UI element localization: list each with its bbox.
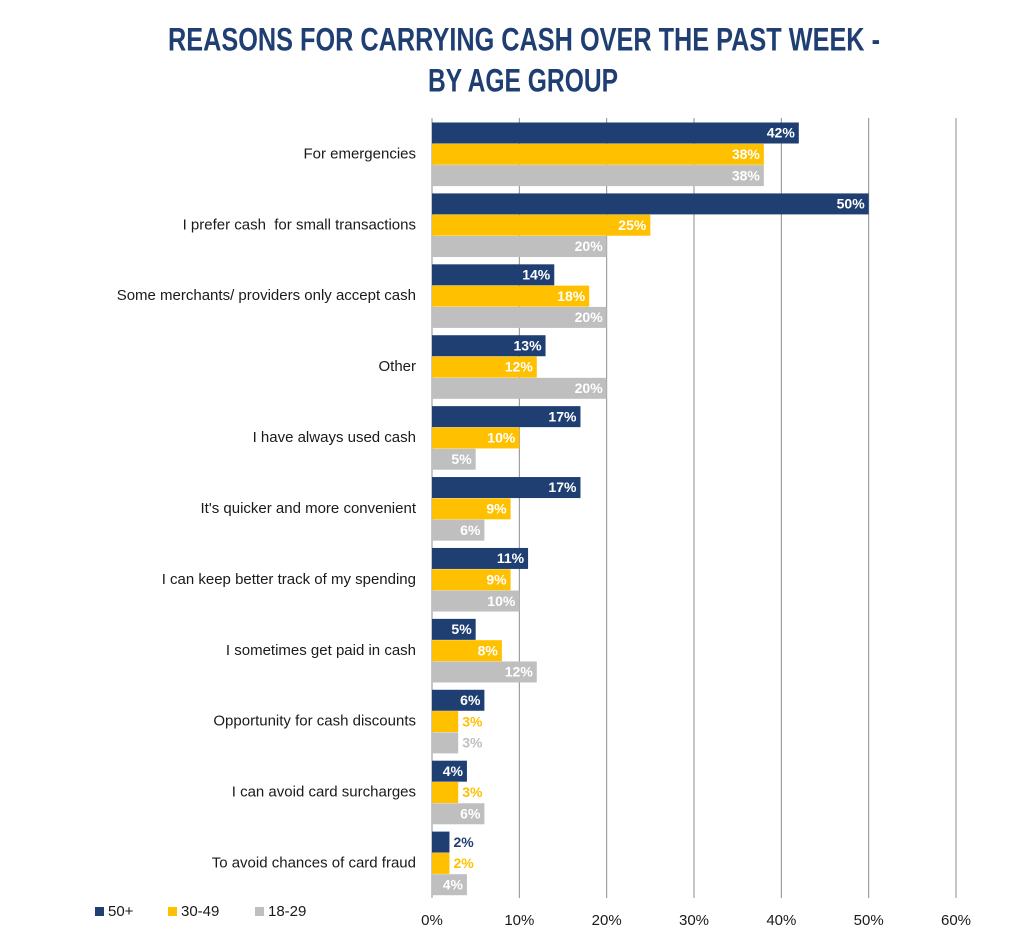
data-label: 6%	[460, 522, 481, 538]
data-label: 9%	[486, 501, 507, 517]
x-tick-label: 0%	[421, 912, 443, 929]
bar	[432, 306, 607, 328]
bar	[432, 236, 607, 258]
bar	[432, 732, 459, 754]
data-label: 5%	[451, 621, 472, 637]
data-label: 4%	[443, 763, 464, 779]
data-label: 12%	[505, 664, 534, 680]
bar	[432, 618, 476, 640]
data-label: 9%	[486, 571, 507, 587]
y-tick-label: I can avoid card surcharges	[232, 784, 416, 801]
y-tick-label: I have always used cash	[253, 429, 416, 446]
x-tick-label: 10%	[504, 912, 534, 929]
data-label: 17%	[548, 479, 577, 495]
bar	[432, 689, 485, 711]
y-tick-label: Opportunity for cash discounts	[213, 713, 416, 730]
bar	[432, 803, 485, 825]
bar	[432, 122, 799, 144]
data-label: 38%	[732, 146, 761, 162]
data-label: 25%	[618, 217, 647, 233]
bar	[432, 640, 502, 662]
data-label: 2%	[453, 855, 474, 871]
data-label: 11%	[497, 550, 525, 566]
data-label: 6%	[460, 692, 481, 708]
bar	[432, 547, 529, 569]
y-tick-label: I prefer cash for small transactions	[183, 216, 416, 233]
data-label: 8%	[478, 642, 499, 658]
bar	[432, 590, 520, 612]
bar	[432, 477, 581, 499]
y-tick-label: I sometimes get paid in cash	[226, 642, 416, 659]
y-tick-label: It's quicker and more convenient	[201, 500, 417, 517]
data-label: 2%	[453, 834, 474, 850]
data-label: 3%	[462, 713, 483, 729]
x-tick-label: 20%	[592, 912, 622, 929]
x-tick-label: 50%	[854, 912, 884, 929]
y-tick-label: Other	[378, 358, 416, 375]
chart-title: BY AGE GROUP	[428, 62, 618, 98]
data-label: 20%	[575, 309, 604, 325]
bar	[432, 852, 450, 874]
y-tick-label: To avoid chances of card fraud	[212, 855, 416, 872]
bar	[432, 143, 764, 165]
bar	[432, 335, 546, 357]
data-label: 6%	[460, 805, 481, 821]
data-label: 17%	[548, 408, 577, 424]
x-tick-label: 30%	[679, 912, 709, 929]
data-label: 50%	[837, 196, 866, 212]
bar	[432, 874, 467, 896]
data-label: 5%	[451, 451, 472, 467]
bar	[432, 356, 537, 378]
data-label: 10%	[487, 430, 516, 446]
legend-swatch	[255, 907, 264, 916]
bar	[432, 427, 520, 449]
y-tick-label: For emergencies	[303, 145, 416, 162]
y-tick-label: I can keep better track of my spending	[162, 571, 416, 588]
x-tick-label: 40%	[766, 912, 796, 929]
data-label: 38%	[732, 167, 761, 183]
data-label: 4%	[443, 876, 464, 892]
bar	[432, 285, 590, 307]
bar	[432, 498, 511, 520]
data-label: 10%	[487, 593, 516, 609]
bar	[432, 264, 555, 286]
bar	[432, 377, 607, 399]
data-label: 14%	[522, 267, 551, 283]
legend-label: 30-49	[181, 903, 219, 920]
data-label: 20%	[575, 380, 604, 396]
bar	[432, 406, 581, 428]
bar	[432, 661, 537, 683]
legend-swatch	[95, 907, 104, 916]
data-label: 13%	[514, 337, 543, 353]
bar	[432, 519, 485, 541]
legend-label: 50+	[108, 903, 134, 920]
y-tick-label: Some merchants/ providers only accept ca…	[117, 287, 416, 304]
data-label: 20%	[575, 238, 604, 254]
bar	[432, 448, 476, 470]
bar	[432, 711, 459, 733]
bar	[432, 165, 764, 187]
legend-swatch	[168, 907, 177, 916]
bar	[432, 193, 869, 215]
data-label: 18%	[557, 288, 586, 304]
chart-title: REASONS FOR CARRYING CASH OVER THE PAST …	[168, 21, 880, 57]
data-label: 3%	[462, 784, 483, 800]
x-tick-label: 60%	[941, 912, 971, 929]
bar	[432, 214, 651, 236]
data-label: 12%	[505, 359, 534, 375]
legend-label: 18-29	[268, 903, 306, 920]
data-label: 3%	[462, 735, 483, 751]
bar	[432, 781, 459, 803]
bar	[432, 760, 467, 782]
bar	[432, 569, 511, 591]
data-label: 42%	[767, 125, 796, 141]
bar	[432, 831, 450, 853]
